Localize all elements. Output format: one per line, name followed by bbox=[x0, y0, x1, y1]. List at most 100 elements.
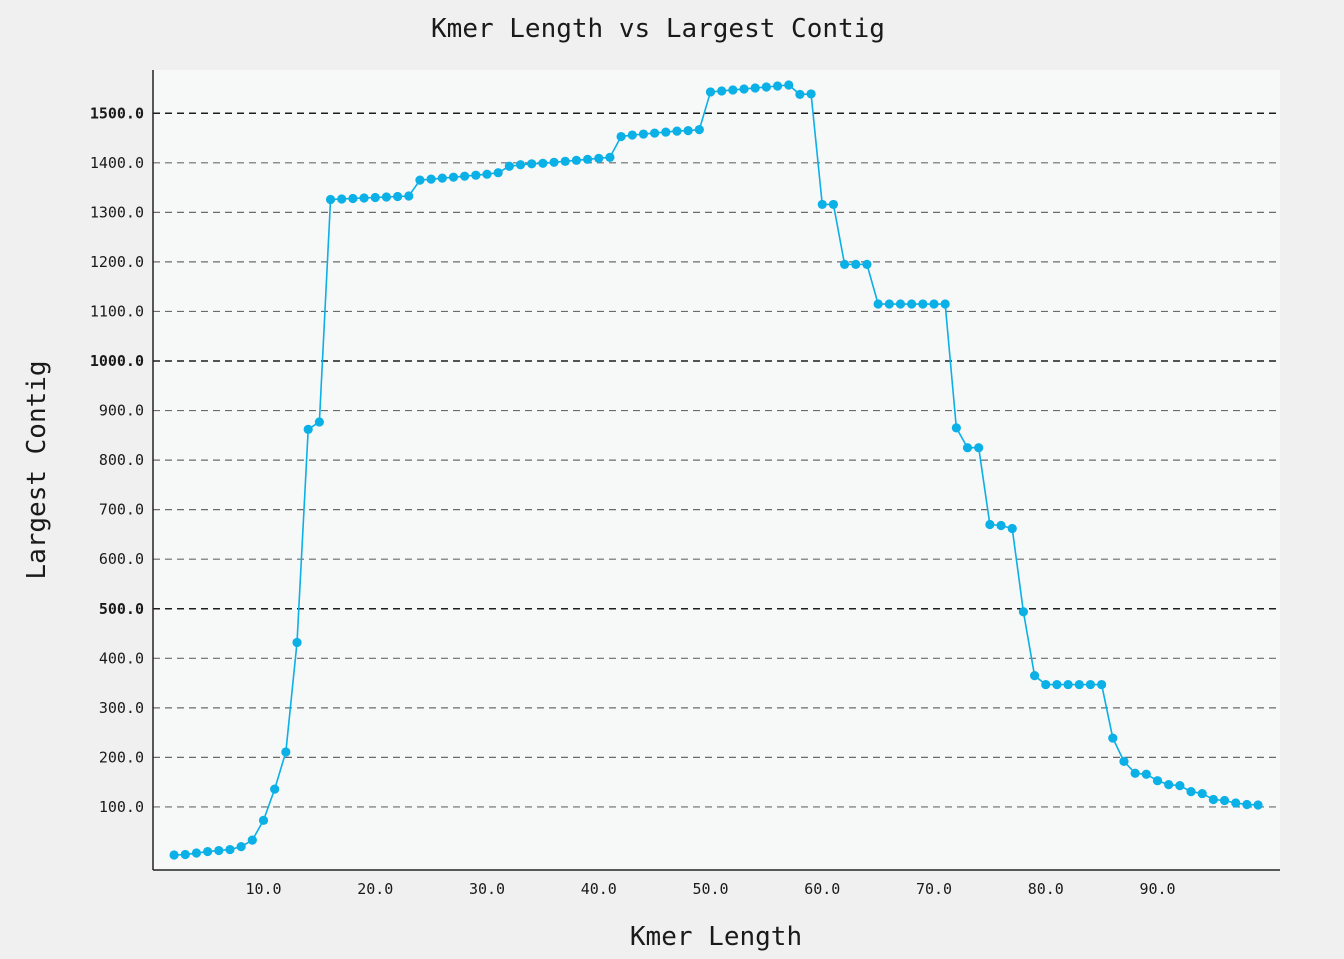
x-tick-label: 10.0 bbox=[245, 880, 281, 898]
data-point bbox=[471, 170, 481, 180]
x-ticks: 10.0 20.0 30.0 40.0 50.0 60.0 70.0 80.0 90.0 bbox=[245, 880, 1175, 898]
y-tick-label: 1500.0 bbox=[90, 104, 144, 122]
data-point bbox=[527, 159, 537, 169]
data-point bbox=[180, 849, 190, 860]
y-tick-label: 1100.0 bbox=[90, 302, 144, 320]
data-point bbox=[962, 443, 973, 453]
data-point bbox=[549, 157, 559, 167]
data-point bbox=[247, 835, 257, 845]
data-point bbox=[437, 173, 447, 183]
data-point bbox=[359, 193, 369, 203]
data-point bbox=[460, 171, 470, 181]
data-point bbox=[840, 259, 850, 269]
data-point bbox=[1197, 788, 1207, 799]
data-point bbox=[370, 192, 380, 203]
data-point bbox=[828, 199, 839, 210]
data-point bbox=[236, 841, 246, 852]
data-point bbox=[884, 299, 894, 309]
data-point bbox=[717, 86, 727, 96]
data-point bbox=[761, 82, 771, 92]
y-tick-label: 200.0 bbox=[99, 748, 144, 766]
y-tick-label: 400.0 bbox=[99, 649, 144, 667]
data-point bbox=[672, 126, 682, 136]
data-point bbox=[806, 89, 816, 99]
data-point bbox=[281, 747, 291, 757]
data-point bbox=[415, 175, 425, 185]
data-point bbox=[974, 443, 984, 453]
data-point bbox=[169, 850, 179, 860]
data-point bbox=[225, 844, 235, 855]
data-point bbox=[381, 192, 392, 202]
y-tick-label: 300.0 bbox=[99, 699, 144, 717]
data-point bbox=[1041, 679, 1051, 690]
x-tick-label: 80.0 bbox=[1028, 880, 1064, 898]
data-point bbox=[1052, 679, 1062, 690]
y-tick-label: 1000.0 bbox=[90, 352, 144, 370]
y-tick-label: 700.0 bbox=[99, 501, 144, 519]
data-point bbox=[772, 81, 783, 91]
data-point bbox=[661, 127, 671, 137]
data-point bbox=[426, 174, 436, 184]
x-tick-label: 70.0 bbox=[916, 880, 952, 898]
data-point bbox=[694, 125, 704, 135]
data-point bbox=[728, 85, 738, 95]
data-point bbox=[851, 259, 861, 269]
data-point bbox=[739, 84, 749, 94]
data-point bbox=[895, 299, 906, 309]
data-point bbox=[784, 80, 794, 90]
data-point bbox=[1219, 795, 1230, 806]
x-tick-label: 90.0 bbox=[1139, 880, 1175, 898]
y-axis-label: Largest Contig bbox=[22, 360, 52, 579]
data-point bbox=[348, 193, 358, 204]
data-point bbox=[1175, 781, 1185, 791]
data-point bbox=[203, 846, 213, 857]
data-point bbox=[996, 520, 1006, 531]
y-tick-label: 100.0 bbox=[99, 798, 144, 816]
data-point bbox=[1186, 786, 1196, 797]
data-point bbox=[1231, 798, 1241, 808]
data-point bbox=[1074, 679, 1084, 690]
data-point bbox=[1085, 679, 1096, 690]
data-point bbox=[1242, 799, 1252, 810]
data-point bbox=[1029, 671, 1040, 681]
data-point bbox=[538, 158, 548, 168]
data-point bbox=[214, 845, 224, 856]
data-point bbox=[1130, 768, 1140, 778]
data-point bbox=[1253, 800, 1263, 810]
data-point bbox=[1164, 780, 1174, 790]
data-point bbox=[907, 299, 917, 309]
data-point bbox=[605, 152, 615, 162]
chart-title: Kmer Length vs Largest Contig bbox=[431, 14, 885, 44]
data-point bbox=[1152, 776, 1163, 786]
data-point bbox=[314, 417, 324, 427]
data-point bbox=[862, 259, 872, 269]
data-point bbox=[1018, 607, 1028, 617]
plot-background bbox=[153, 70, 1280, 870]
data-point bbox=[482, 169, 492, 179]
data-point bbox=[683, 125, 693, 136]
x-axis-label: Kmer Length bbox=[630, 922, 802, 952]
data-point bbox=[985, 519, 995, 530]
data-point bbox=[951, 423, 961, 433]
grid bbox=[153, 112, 1280, 808]
data-point bbox=[560, 156, 570, 166]
data-point bbox=[404, 191, 414, 201]
y-tick-label: 600.0 bbox=[99, 550, 144, 568]
data-point bbox=[325, 194, 336, 205]
data-point bbox=[929, 299, 939, 309]
data-point bbox=[258, 815, 269, 825]
x-tick-label: 20.0 bbox=[357, 880, 393, 898]
data-point bbox=[303, 424, 313, 434]
data-point bbox=[1141, 769, 1151, 779]
data-point bbox=[940, 299, 950, 309]
data-point bbox=[1208, 794, 1218, 805]
y-tick-label: 900.0 bbox=[99, 402, 144, 420]
data-point bbox=[750, 83, 760, 93]
data-point bbox=[873, 299, 883, 309]
data-point bbox=[616, 131, 626, 142]
x-tick-label: 60.0 bbox=[804, 880, 840, 898]
y-ticks: 100.0 200.0 300.0 400.0 500.0 600.0 700.0 800.0… bbox=[90, 104, 144, 816]
y-tick-label: 1300.0 bbox=[90, 203, 144, 221]
data-point bbox=[191, 848, 202, 858]
data-point bbox=[1119, 756, 1129, 766]
